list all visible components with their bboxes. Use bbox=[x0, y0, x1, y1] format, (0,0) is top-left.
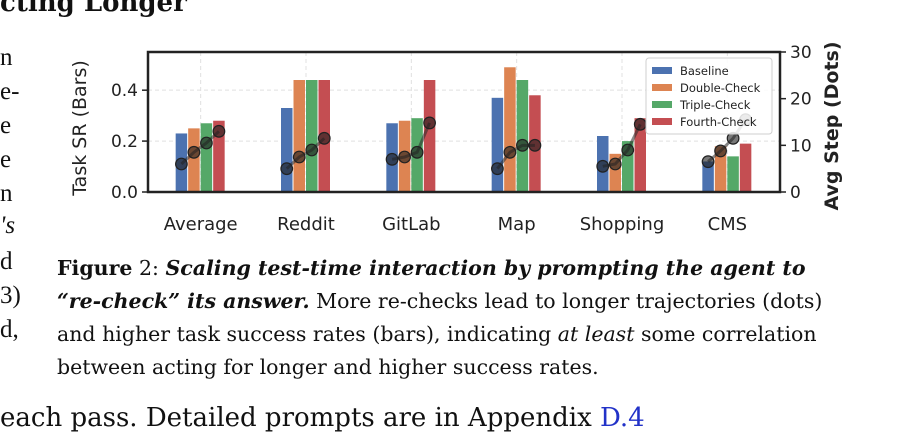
dot bbox=[491, 162, 504, 176]
bar bbox=[714, 146, 727, 192]
left-column-fragment: d, bbox=[0, 316, 19, 343]
bar bbox=[634, 118, 646, 192]
dot bbox=[280, 162, 294, 176]
figure-caption: Figure 2: Scaling test-time interaction … bbox=[57, 252, 867, 384]
category-label: Shopping bbox=[580, 214, 665, 235]
bar bbox=[423, 80, 436, 192]
category-label: GitLab bbox=[382, 214, 441, 235]
bar bbox=[188, 128, 200, 192]
caption-line-2-rest: More re-checks lead to longer trajectori… bbox=[309, 289, 823, 313]
tick-label-left: 0.0 bbox=[111, 183, 138, 203]
ylabel-left: Task SR (Bars) bbox=[69, 60, 91, 197]
chart-axes: 0.0 0.2 0.4 0 10 20 30 Average Reddit GitLab Map Sh… bbox=[69, 41, 843, 235]
dot bbox=[621, 143, 635, 157]
figure-chart: 0.0 0.2 0.4 0 10 20 30 Average Reddit GitLab Map Sh… bbox=[69, 41, 843, 235]
legend-swatch bbox=[652, 67, 672, 74]
dot bbox=[385, 152, 399, 166]
ylabel-right: Avg Step (Dots) bbox=[821, 41, 843, 210]
dot bbox=[596, 159, 610, 173]
legend-swatch bbox=[652, 101, 672, 108]
caption-title-1: Scaling test-time interaction by prompti… bbox=[165, 256, 806, 280]
left-column-fragment: 3) bbox=[0, 282, 21, 309]
dot bbox=[187, 145, 201, 159]
bar bbox=[306, 80, 318, 192]
dot bbox=[423, 116, 436, 130]
category-label: CMS bbox=[708, 214, 748, 235]
section-heading: cting Longer bbox=[0, 0, 187, 18]
dot bbox=[317, 131, 331, 145]
bar bbox=[622, 141, 634, 192]
legend-entry: Fourth-Check bbox=[680, 115, 757, 129]
dot-trend-line bbox=[180, 130, 220, 166]
legend-entry: Triple-Check bbox=[679, 98, 751, 112]
dot bbox=[633, 117, 647, 131]
appendix-link[interactable]: D.4 bbox=[600, 403, 645, 433]
dot bbox=[292, 150, 306, 164]
left-column-fragment: n bbox=[0, 180, 13, 207]
bar bbox=[491, 97, 504, 192]
dot bbox=[503, 145, 517, 159]
bar bbox=[504, 67, 516, 192]
bar bbox=[702, 161, 714, 192]
legend-entry: Baseline bbox=[680, 64, 729, 78]
left-column-fragment: e bbox=[0, 112, 12, 139]
legend-swatch bbox=[652, 118, 672, 125]
legend-box bbox=[645, 57, 773, 135]
caption-number: 2: bbox=[132, 256, 159, 280]
caption-line-1: Figure 2: Scaling test-time interaction … bbox=[57, 252, 867, 285]
category-label: Average bbox=[164, 214, 238, 235]
caption-line-2: “re-check” its answer. More re-checks le… bbox=[57, 285, 867, 318]
dot-trend-line bbox=[285, 137, 326, 170]
dot bbox=[714, 144, 727, 158]
bar bbox=[739, 143, 752, 192]
category-label: Map bbox=[498, 214, 536, 235]
left-column-fragment: e bbox=[0, 146, 12, 173]
dot bbox=[398, 150, 411, 164]
dot bbox=[410, 145, 424, 159]
bar bbox=[281, 108, 293, 192]
bar bbox=[293, 80, 305, 192]
tick-label-right: 30 bbox=[790, 43, 812, 63]
body-text-bottom: each pass. Detailed prompts are in Appen… bbox=[0, 403, 645, 433]
caption-label: Figure bbox=[57, 256, 133, 280]
bar bbox=[200, 123, 213, 192]
caption-line-3: and higher task success rates (bars), in… bbox=[57, 322, 817, 346]
tick-label-left: 0.4 bbox=[111, 81, 138, 101]
dot bbox=[212, 124, 226, 138]
tick-label-right: 0 bbox=[790, 183, 801, 203]
plot-frame bbox=[146, 50, 782, 194]
bar bbox=[727, 156, 739, 192]
dot bbox=[608, 157, 622, 171]
tick-label-right: 20 bbox=[790, 90, 812, 110]
category-label: Reddit bbox=[277, 214, 335, 235]
legend-entry: Double-Check bbox=[680, 81, 761, 95]
left-column-fragment: n bbox=[0, 44, 13, 71]
bar bbox=[609, 153, 621, 192]
dot bbox=[701, 155, 715, 169]
left-column-fragment: 's bbox=[0, 212, 16, 239]
caption-line-4: between acting for longer and higher suc… bbox=[57, 355, 599, 379]
dot bbox=[175, 157, 188, 171]
dot bbox=[528, 138, 542, 152]
chart-legend: Baseline Double-Check Triple-Check Fourth-C… bbox=[645, 57, 773, 135]
dot bbox=[305, 143, 319, 157]
bar bbox=[213, 120, 225, 192]
dot bbox=[200, 136, 213, 150]
left-column-fragment: d bbox=[0, 248, 13, 275]
left-column-fragment: e- bbox=[0, 78, 20, 105]
tick-label-right: 10 bbox=[790, 136, 812, 156]
bar bbox=[516, 80, 529, 192]
dot bbox=[516, 138, 529, 152]
tick-label-left: 0.2 bbox=[111, 132, 138, 152]
caption-title-2: “re-check” its answer. bbox=[57, 289, 310, 313]
legend-swatch bbox=[652, 84, 672, 91]
